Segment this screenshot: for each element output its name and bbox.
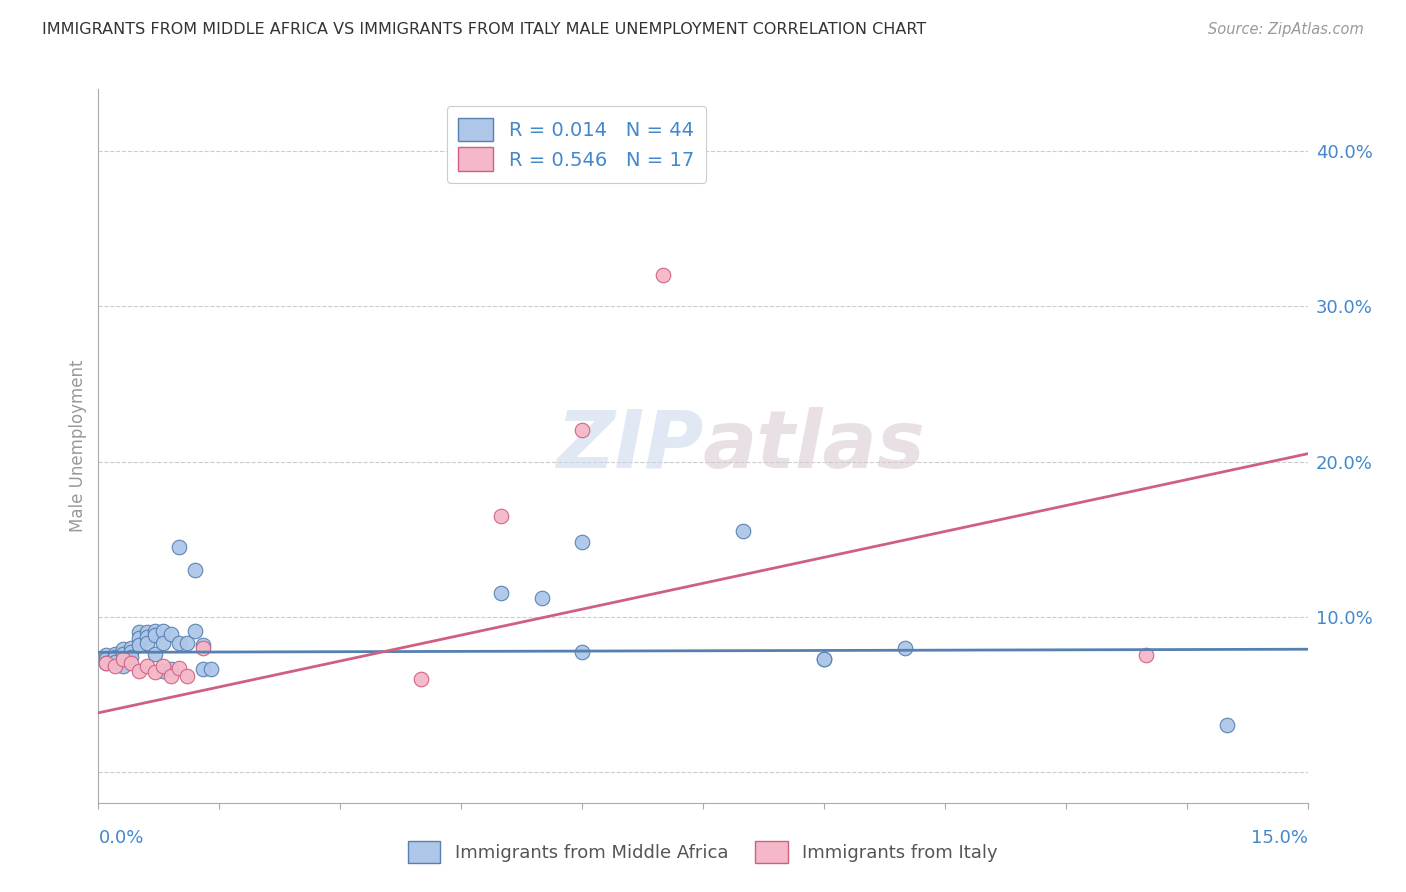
- Point: [152, 636, 174, 650]
- Point: [128, 638, 150, 652]
- Point: [193, 640, 215, 655]
- Point: [96, 651, 118, 665]
- Point: [120, 645, 142, 659]
- Point: [111, 642, 134, 657]
- Text: 0.0%: 0.0%: [98, 829, 143, 847]
- Point: [813, 651, 835, 665]
- Point: [128, 632, 150, 646]
- Point: [103, 659, 125, 673]
- Point: [111, 659, 134, 673]
- Point: [176, 668, 198, 682]
- Point: [111, 647, 134, 661]
- Point: [160, 662, 183, 676]
- Point: [193, 662, 215, 676]
- Point: [128, 625, 150, 640]
- Point: [111, 653, 134, 667]
- Text: atlas: atlas: [703, 407, 925, 485]
- Point: [120, 650, 142, 665]
- Point: [813, 651, 835, 665]
- Point: [1216, 718, 1239, 732]
- Point: [152, 624, 174, 638]
- Point: [571, 424, 593, 438]
- Point: [143, 624, 166, 638]
- Point: [103, 647, 125, 661]
- Point: [135, 630, 157, 644]
- Point: [143, 628, 166, 642]
- Point: [128, 664, 150, 678]
- Point: [491, 508, 513, 523]
- Point: [571, 645, 593, 659]
- Point: [96, 656, 118, 670]
- Point: [135, 659, 157, 673]
- Point: [103, 650, 125, 665]
- Point: [96, 656, 118, 670]
- Text: ZIP: ZIP: [555, 407, 703, 485]
- Point: [530, 591, 553, 605]
- Point: [893, 640, 915, 655]
- Point: [651, 268, 673, 283]
- Point: [200, 662, 222, 676]
- Point: [733, 524, 755, 539]
- Point: [167, 661, 190, 675]
- Point: [176, 636, 198, 650]
- Point: [184, 563, 207, 577]
- Point: [135, 636, 157, 650]
- Point: [111, 651, 134, 665]
- Point: [167, 540, 190, 554]
- Point: [160, 668, 183, 682]
- Point: [491, 586, 513, 600]
- Point: [96, 648, 118, 663]
- Legend: Immigrants from Middle Africa, Immigrants from Italy: Immigrants from Middle Africa, Immigrant…: [399, 832, 1007, 872]
- Point: [143, 647, 166, 661]
- Point: [152, 664, 174, 678]
- Point: [103, 655, 125, 669]
- Text: IMMIGRANTS FROM MIDDLE AFRICA VS IMMIGRANTS FROM ITALY MALE UNEMPLOYMENT CORRELA: IMMIGRANTS FROM MIDDLE AFRICA VS IMMIGRA…: [42, 22, 927, 37]
- Point: [160, 626, 183, 640]
- Point: [120, 640, 142, 655]
- Point: [1135, 648, 1157, 663]
- Text: Source: ZipAtlas.com: Source: ZipAtlas.com: [1208, 22, 1364, 37]
- Point: [120, 656, 142, 670]
- Point: [152, 659, 174, 673]
- Point: [143, 665, 166, 680]
- Text: 15.0%: 15.0%: [1250, 829, 1308, 847]
- Point: [167, 636, 190, 650]
- Point: [571, 535, 593, 549]
- Y-axis label: Male Unemployment: Male Unemployment: [69, 359, 87, 533]
- Point: [184, 624, 207, 638]
- Point: [409, 672, 432, 686]
- Point: [135, 625, 157, 640]
- Point: [193, 638, 215, 652]
